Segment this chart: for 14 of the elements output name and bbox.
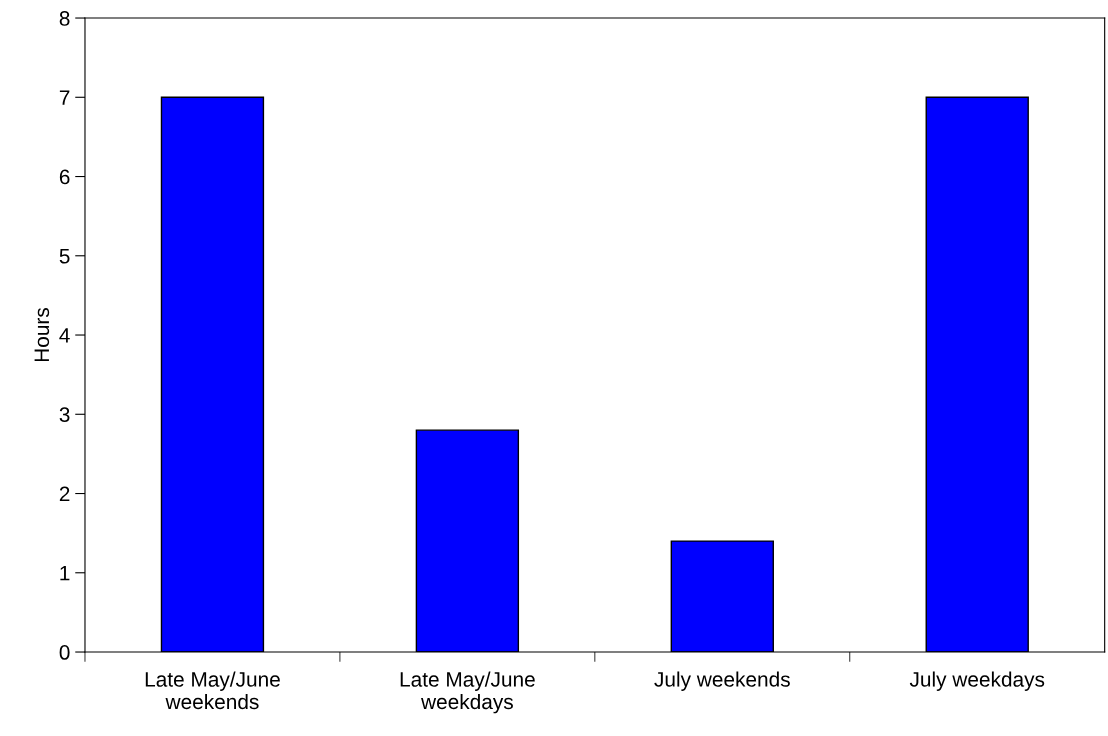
y-tick-label: 2 [59, 486, 70, 502]
y-tick-label: 3 [59, 407, 70, 423]
y-tick-label: 5 [59, 248, 70, 264]
x-tick-label: July weekends [654, 671, 790, 691]
x-tick-label: Late May/June weekends [145, 671, 280, 710]
y-tick-label: 0 [59, 645, 70, 660]
y-tick-label: 8 [59, 11, 70, 26]
x-tick-label: Late May/June weekdays [400, 671, 535, 714]
y-axis-title: Hours [34, 307, 50, 362]
y-tick-label: 6 [59, 169, 70, 185]
y-tick-label: 4 [59, 328, 70, 343]
y-tick-label: 7 [59, 90, 70, 105]
x-tick-label: July weekdays [909, 671, 1045, 691]
y-tick-label: 1 [60, 565, 70, 581]
